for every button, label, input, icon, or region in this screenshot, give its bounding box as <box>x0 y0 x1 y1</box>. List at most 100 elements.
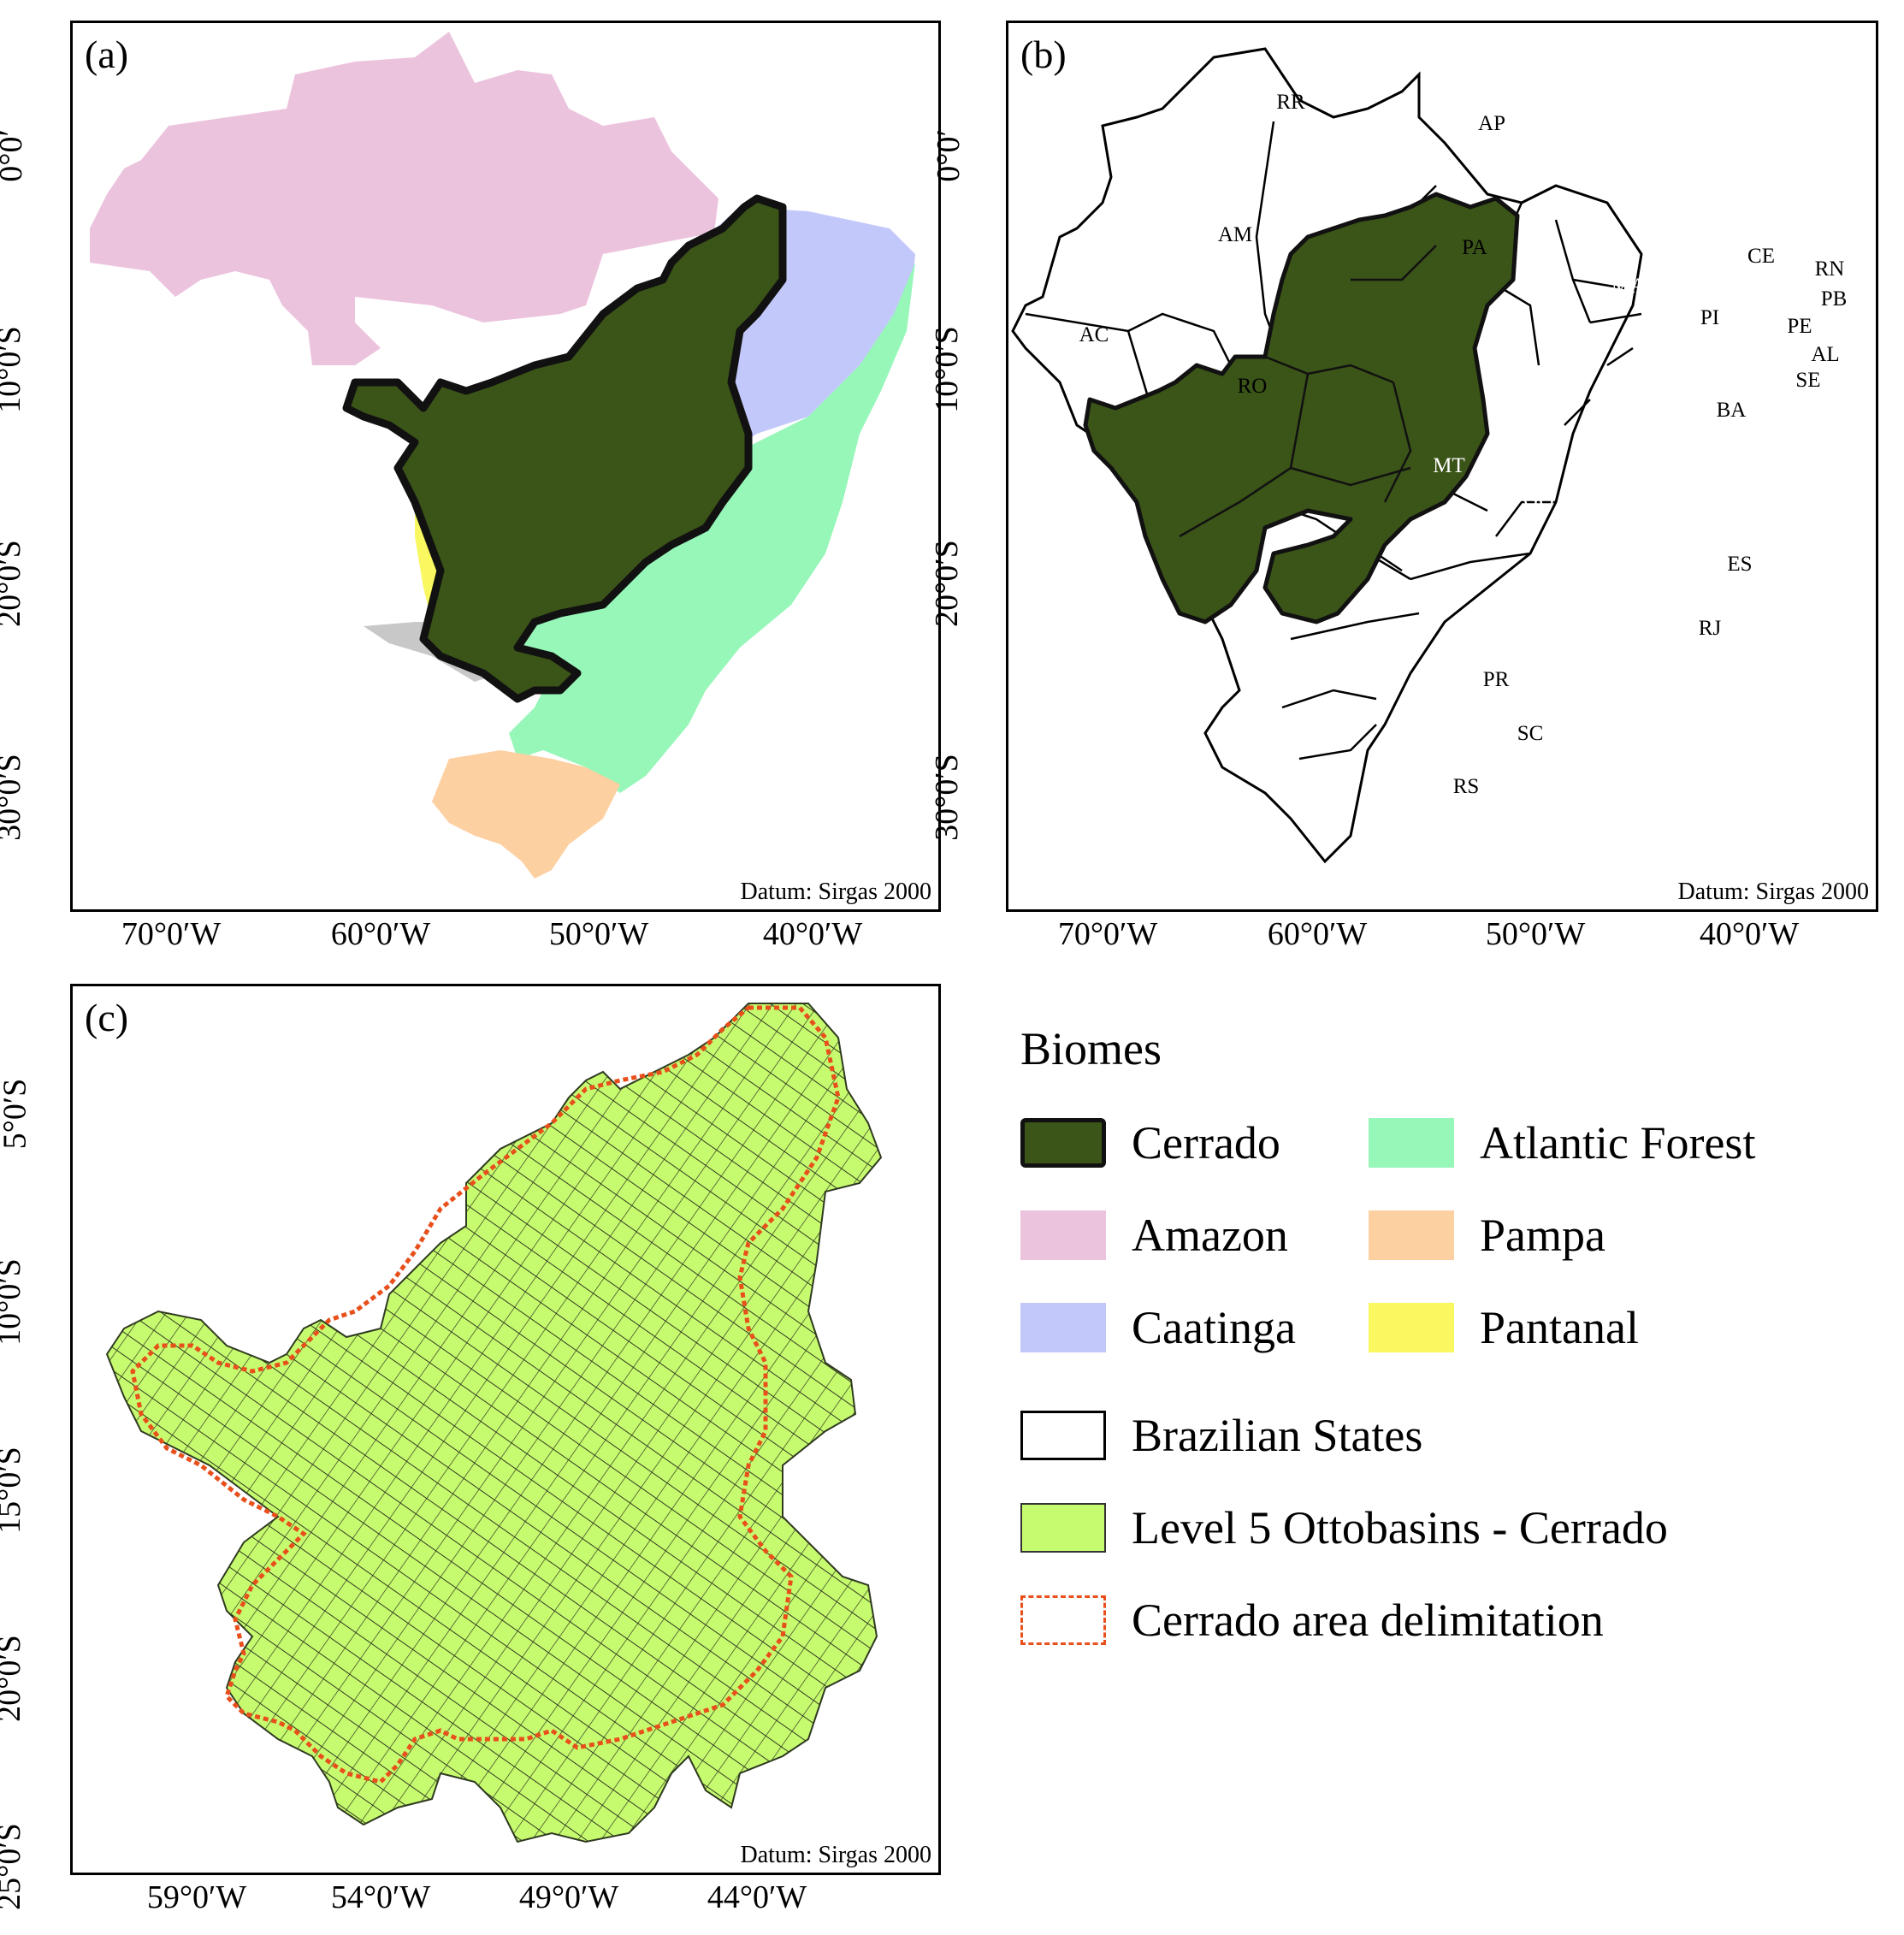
x-tick-label: 59°0′W <box>146 1879 247 1915</box>
legend-swatch-brazilian-states <box>1020 1411 1106 1460</box>
state-borders-cerrado <box>1179 245 1437 538</box>
map-legend: Biomes Cerrado Atlantic Forest Amazon Pa… <box>1014 1022 1869 1672</box>
legend-label: Level 5 Ottobasins - Cerrado <box>1132 1502 1668 1553</box>
state-label-pi: PI <box>1700 306 1719 329</box>
state-label-rr: RR <box>1276 91 1305 114</box>
y-tick-label: 20°0′S <box>0 1635 27 1722</box>
state-label-se: SE <box>1795 369 1820 392</box>
state-label-al: AL <box>1811 343 1839 366</box>
legend-item-cerrado: Cerrado <box>1020 1116 1280 1169</box>
legend-item-cerrado-delimitation: Cerrado area delimitation <box>1020 1594 1604 1647</box>
y-tick-label: 30°0′S <box>928 754 965 841</box>
state-label-rn: RN <box>1815 257 1845 281</box>
cerrado-delimitation <box>130 1005 841 1784</box>
legend-label: Caatinga <box>1132 1302 1296 1353</box>
x-tick-label: 54°0′W <box>330 1879 431 1915</box>
y-tick-label: 5°0′S <box>0 1078 33 1150</box>
x-tick-label: 60°0′W <box>1267 916 1368 952</box>
state-label-ma: MA <box>1611 275 1646 298</box>
legend-swatch-atlantic-forest <box>1369 1118 1454 1168</box>
biome-map-a <box>90 32 915 879</box>
y-tick-label: 25°0′S <box>0 1823 27 1910</box>
legend-item-caatinga: Caatinga <box>1020 1301 1296 1354</box>
y-tick-label: 0°0′ <box>0 129 29 182</box>
datum-note-a: Datum: Sirgas 2000 <box>740 879 931 905</box>
y-tick-label: 10°0′S <box>928 326 965 413</box>
legend-item-brazilian-states: Brazilian States <box>1020 1409 1422 1462</box>
legend-item-amazon: Amazon <box>1020 1209 1288 1262</box>
state-label-ce: CE <box>1747 245 1775 268</box>
y-tick-label: 15°0′S <box>0 1447 27 1534</box>
x-tick-label: 70°0′W <box>121 916 222 952</box>
state-label-ro: RO <box>1238 375 1268 398</box>
state-label-mt: MT <box>1433 454 1465 477</box>
state-label-pa: PA <box>1462 236 1487 259</box>
legend-title: Biomes <box>1020 1023 1162 1074</box>
x-tick-label: 60°0′W <box>330 916 431 952</box>
state-label-pe: PE <box>1787 315 1812 338</box>
legend-label: Brazilian States <box>1132 1410 1423 1461</box>
legend-label: Cerrado area delimitation <box>1132 1595 1604 1646</box>
state-label-pb: PB <box>1821 287 1848 311</box>
legend-item-atlantic-forest: Atlantic Forest <box>1369 1116 1755 1169</box>
legend-item-ottobasins: Level 5 Ottobasins - Cerrado <box>1020 1501 1668 1554</box>
y-tick-label: 20°0′S <box>928 540 965 627</box>
state-labels: RR AP AM PA CE RN MA PB PI PE AL SE AC R… <box>1079 91 1848 798</box>
state-label-pr: PR <box>1483 668 1510 691</box>
panel-label-c: (c) <box>85 996 129 1039</box>
legend-label: Pampa <box>1480 1210 1605 1261</box>
y-tick-label: 10°0′S <box>0 326 27 413</box>
panel-label-b: (b) <box>1020 33 1067 76</box>
legend-label: Cerrado <box>1132 1117 1280 1169</box>
cerrado-region <box>342 194 787 703</box>
y-tick-label: 10°0′S <box>0 1258 27 1346</box>
state-label-sp: SP <box>1552 618 1576 641</box>
x-tick-label: 40°0′W <box>1699 916 1800 952</box>
y-tick-label: 30°0′S <box>0 754 27 841</box>
x-tick-label: 50°0′W <box>1485 916 1586 952</box>
state-label-df: DF <box>1572 476 1599 499</box>
x-tick-label: 70°0′W <box>1057 916 1158 952</box>
ottobasins-region <box>105 1003 883 1843</box>
state-label-to: TO <box>1555 373 1583 396</box>
pampa-region <box>432 750 620 879</box>
legend-swatch-caatinga <box>1020 1303 1106 1352</box>
legend-swatch-pampa <box>1369 1210 1454 1260</box>
state-label-ac: AC <box>1079 323 1109 346</box>
legend-item-pantanal: Pantanal <box>1369 1301 1639 1354</box>
map-panel-b: RR AP AM PA CE RN MA PB PI PE AL SE AC R… <box>1006 21 1878 912</box>
x-tick-label: 40°0′W <box>762 916 863 952</box>
x-tick-label: 49°0′W <box>518 1879 619 1915</box>
state-label-ba: BA <box>1717 399 1747 422</box>
state-label-mg: MG <box>1629 536 1663 559</box>
datum-note-c: Datum: Sirgas 2000 <box>740 1842 931 1868</box>
legend-swatch-pantanal <box>1369 1303 1454 1352</box>
legend-swatch-cerrado <box>1020 1118 1106 1168</box>
panel-label-a: (a) <box>85 33 129 76</box>
states-map-b: RR AP AM PA CE RN MA PB PI PE AL SE AC R… <box>1011 47 1848 864</box>
y-tick-label: 0°0′ <box>930 129 967 182</box>
state-label-rj: RJ <box>1699 617 1722 640</box>
legend-label: Atlantic Forest <box>1480 1117 1756 1169</box>
y-tick-label: 20°0′S <box>0 540 27 627</box>
state-label-go: GO <box>1523 488 1554 512</box>
legend-label: Pantanal <box>1480 1302 1639 1353</box>
legend-swatch-ottobasins <box>1020 1503 1106 1553</box>
legend-item-pampa: Pampa <box>1369 1209 1605 1262</box>
state-label-ms: MS <box>1429 574 1460 597</box>
x-tick-label: 44°0′W <box>707 1879 807 1915</box>
x-tick-label: 50°0′W <box>548 916 649 952</box>
datum-note-b: Datum: Sirgas 2000 <box>1677 879 1869 905</box>
legend-swatch-amazon <box>1020 1210 1106 1260</box>
state-label-sc: SC <box>1517 722 1544 745</box>
ottobasins-map-c <box>105 1003 883 1843</box>
legend-swatch-cerrado-delimitation <box>1020 1595 1106 1645</box>
state-label-ap: AP <box>1478 112 1505 135</box>
legend-label: Amazon <box>1132 1210 1288 1261</box>
state-label-am: AM <box>1218 223 1252 246</box>
map-panel-a: (a) Datum: Sirgas 2000 <box>70 21 941 912</box>
map-panel-c: (c) Datum: Sirgas 2000 <box>70 984 941 1875</box>
state-label-es: ES <box>1727 553 1752 576</box>
state-label-rs: RS <box>1453 775 1480 798</box>
amazon-region <box>90 32 718 365</box>
